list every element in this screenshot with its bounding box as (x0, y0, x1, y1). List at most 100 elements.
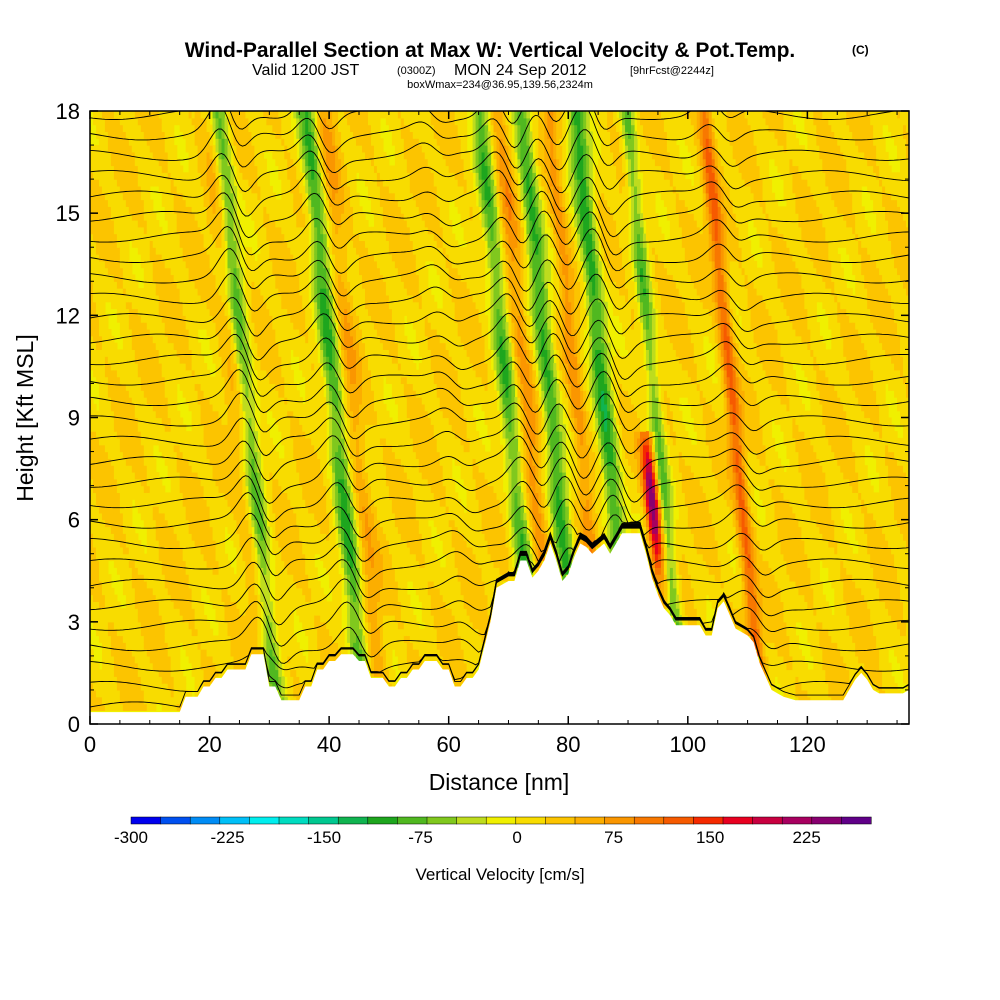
velocity-cell (143, 165, 148, 173)
velocity-cell (191, 492, 196, 500)
velocity-cell (92, 533, 97, 541)
velocity-cell (149, 546, 154, 555)
velocity-cell (164, 642, 169, 650)
velocity-cell (101, 512, 106, 521)
velocity-cell (131, 574, 136, 582)
velocity-cell (140, 145, 145, 153)
velocity-cell (179, 431, 184, 439)
velocity-cell (182, 519, 187, 528)
velocity-cell (95, 519, 100, 528)
velocity-cell (239, 471, 244, 480)
velocity-cell (98, 138, 103, 146)
velocity-cell (191, 499, 196, 507)
velocity-cell (158, 158, 163, 167)
velocity-cell (95, 254, 100, 262)
velocity-cell (215, 567, 220, 575)
velocity-cell (194, 363, 199, 371)
velocity-cell (152, 254, 157, 262)
velocity-cell (146, 397, 151, 405)
velocity-cell (185, 560, 190, 568)
velocity-cell (146, 594, 151, 602)
velocity-cell (179, 417, 184, 425)
velocity-cell (158, 444, 163, 453)
velocity-cell (215, 233, 220, 242)
velocity-cell (242, 615, 247, 623)
velocity-cell (164, 451, 169, 459)
velocity-cell (161, 649, 166, 657)
velocity-cell (176, 410, 181, 419)
velocity-cell (236, 621, 241, 630)
velocity-cell (167, 635, 172, 643)
velocity-cell (158, 512, 163, 521)
velocity-cell (137, 669, 142, 677)
velocity-cell (113, 444, 118, 453)
velocity-cell (110, 492, 115, 500)
velocity-cell (167, 683, 172, 691)
velocity-cell (218, 540, 223, 548)
velocity-cell (251, 315, 255, 323)
velocity-cell (203, 655, 208, 664)
velocity-cell (242, 512, 247, 521)
velocity-cell (173, 553, 178, 562)
velocity-cell (227, 580, 232, 589)
velocity-cell (221, 363, 226, 371)
velocity-cell (90, 601, 94, 609)
velocity-cell (227, 219, 232, 228)
velocity-cell (143, 281, 148, 289)
velocity-cell (170, 247, 175, 255)
velocity-cell (113, 288, 118, 296)
velocity-cell (119, 315, 124, 323)
velocity-cell (134, 138, 139, 146)
velocity-cell (194, 117, 199, 126)
velocity-cell (101, 567, 106, 575)
velocity-cell (149, 335, 154, 344)
velocity-cell (146, 274, 151, 282)
velocity-cell (143, 151, 148, 160)
velocity-cell (233, 363, 238, 371)
velocity-cell (104, 567, 109, 575)
velocity-cell (263, 165, 267, 173)
velocity-cell (260, 233, 264, 242)
velocity-cell (155, 151, 160, 160)
velocity-cell (143, 247, 148, 255)
velocity-cell (215, 465, 220, 473)
velocity-cell (122, 642, 127, 650)
velocity-cell (161, 635, 166, 643)
velocity-cell (254, 335, 258, 344)
velocity-cell (221, 642, 226, 650)
velocity-cell (143, 260, 148, 269)
velocity-cell (239, 138, 244, 146)
velocity-cell (152, 689, 157, 698)
velocity-cell (167, 621, 172, 630)
velocity-cell (134, 696, 139, 705)
velocity-cell (203, 117, 208, 126)
velocity-cell (164, 233, 169, 242)
velocity-cell (107, 587, 112, 596)
velocity-cell (197, 465, 202, 473)
velocity-cell (155, 356, 160, 364)
velocity-cell (185, 185, 190, 194)
velocity-cell (224, 145, 229, 153)
velocity-cell (212, 288, 217, 296)
velocity-cell (197, 240, 202, 248)
velocity-cell (191, 376, 196, 385)
velocity-cell (257, 499, 261, 507)
velocity-cell (161, 117, 166, 126)
velocity-cell (173, 342, 178, 350)
velocity-cell (155, 274, 160, 282)
velocity-cell (260, 417, 264, 425)
velocity-cell (104, 451, 109, 459)
velocity-cell (218, 151, 223, 160)
velocity-cell (251, 587, 255, 596)
velocity-cell (101, 574, 106, 582)
velocity-cell (107, 424, 112, 432)
velocity-cell (215, 499, 220, 507)
velocity-cell (122, 376, 127, 385)
velocity-cell (164, 376, 169, 385)
velocity-cell (158, 506, 163, 514)
velocity-cell (92, 288, 97, 296)
velocity-cell (197, 165, 202, 173)
velocity-cell (194, 131, 199, 139)
velocity-cell (90, 676, 94, 684)
